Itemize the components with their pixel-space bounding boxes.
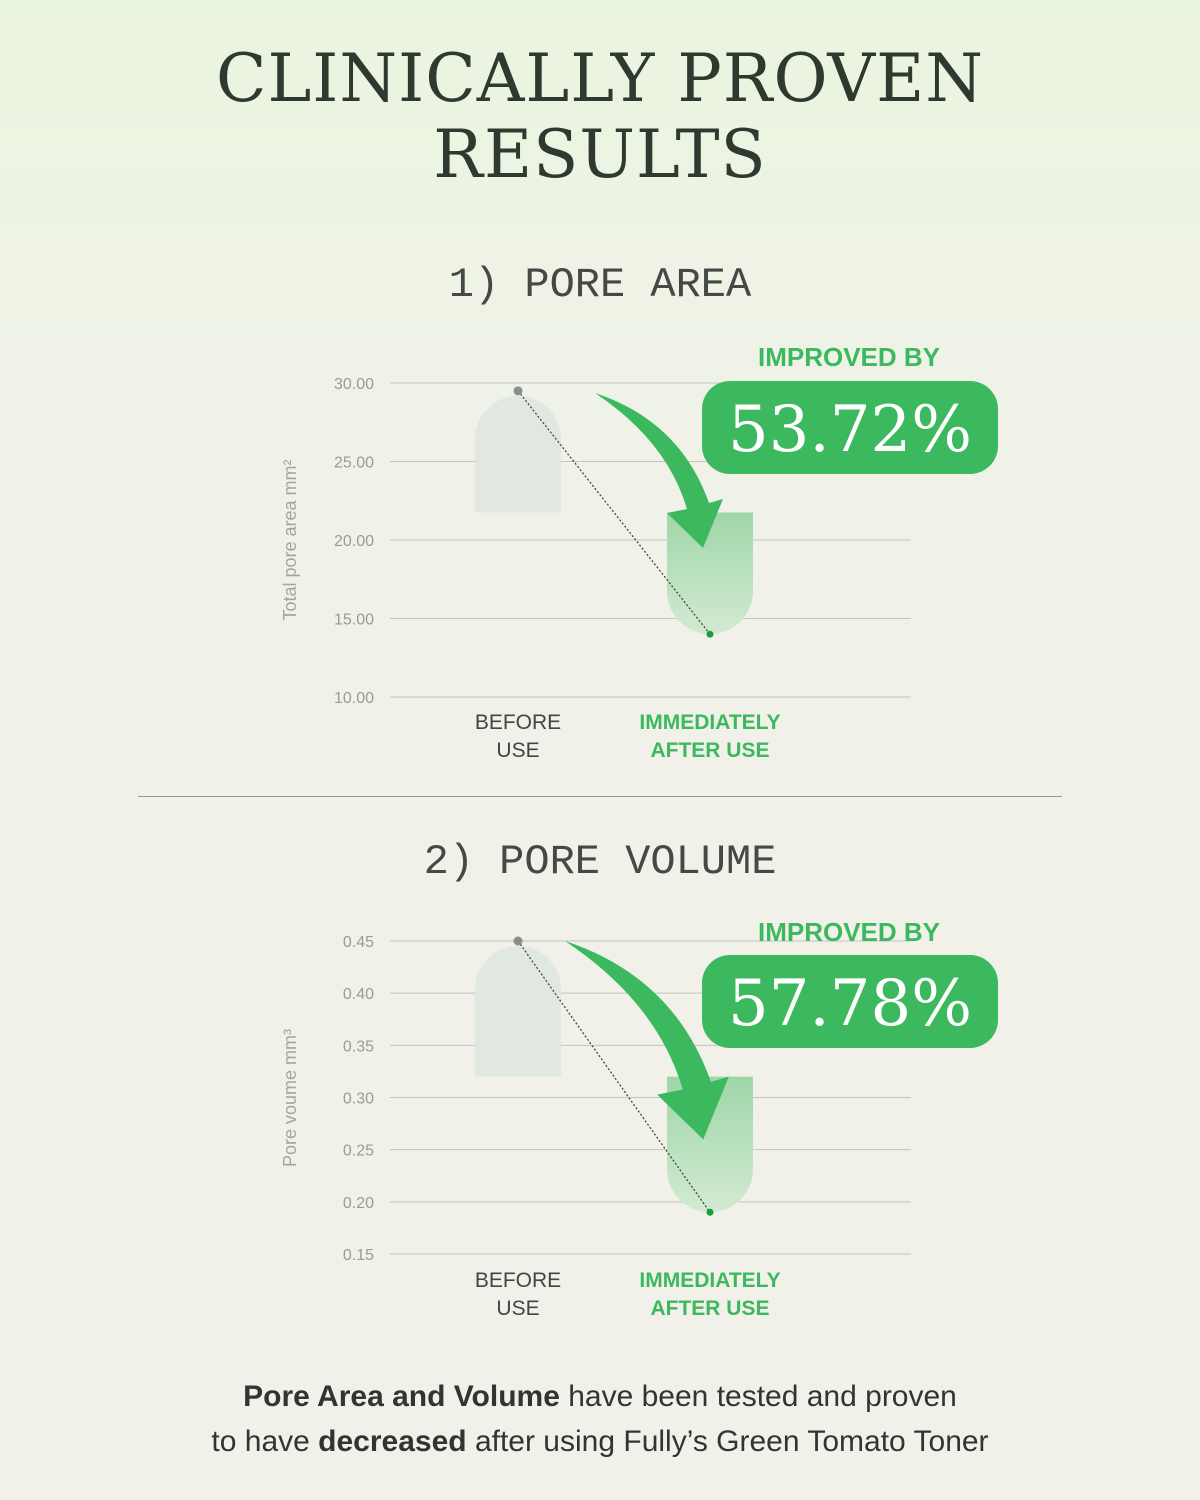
- y-tick-label: 0.35: [343, 1038, 374, 1055]
- improved-by-label: IMPROVED BY: [758, 917, 940, 947]
- point-after: [706, 630, 714, 638]
- y-tick-label: 0.15: [343, 1247, 374, 1264]
- point-before: [513, 936, 523, 946]
- footer-text-1: have been tested and proven: [559, 1380, 957, 1413]
- y-tick-label: 0.45: [343, 934, 374, 951]
- improvement-badge: [702, 381, 998, 474]
- footer-bold-2: decreased: [318, 1425, 467, 1458]
- footer-text-2a: to have: [211, 1425, 319, 1458]
- arrow-shape: [565, 941, 729, 1140]
- category-label: IMMEDIATELY: [639, 1269, 780, 1292]
- category-label: USE: [496, 1297, 539, 1320]
- point-before: [513, 386, 523, 396]
- page-title-line1: CLINICALLY PROVEN: [215, 40, 984, 117]
- y-tick-label: 10.00: [334, 690, 374, 707]
- category-label: BEFORE: [475, 1269, 561, 1292]
- curved-arrow-icon: [595, 393, 723, 548]
- y-tick-label: 0.30: [343, 1091, 374, 1108]
- category-label: IMMEDIATELY: [639, 711, 780, 734]
- bar-before: [475, 395, 561, 513]
- y-tick-label: 30.00: [334, 376, 374, 393]
- y-tick-label: 0.25: [343, 1143, 374, 1160]
- bar-before: [475, 946, 561, 1077]
- improvement-value: 53.72%: [728, 393, 972, 467]
- footer-text-2b: after using Fully’s Green Tomato Toner: [466, 1425, 989, 1458]
- y-tick-label: 15.00: [334, 612, 374, 629]
- improvement-value: 57.78%: [728, 967, 972, 1041]
- bar-after: [667, 512, 753, 635]
- footer-text: Pore Area and Volume have been tested an…: [0, 1374, 1200, 1464]
- arrow-shape: [595, 393, 723, 548]
- connector-line: [517, 940, 711, 1213]
- section-divider: [138, 796, 1062, 797]
- point-after: [706, 1208, 714, 1216]
- category-label: BEFORE: [475, 711, 561, 734]
- category-label: AFTER USE: [650, 1297, 769, 1320]
- y-tick-label: 20.00: [334, 533, 374, 550]
- page-title-line2: RESULTS: [433, 116, 767, 193]
- footer-bold-1: Pore Area and Volume: [243, 1380, 560, 1413]
- improved-by-label: IMPROVED BY: [758, 342, 940, 372]
- category-label: USE: [496, 739, 539, 762]
- y-tick-label: 0.20: [343, 1195, 374, 1212]
- curved-arrow-icon: [565, 941, 729, 1140]
- category-label: AFTER USE: [650, 739, 769, 762]
- y-axis-label: Pore voume mm³: [280, 1029, 300, 1167]
- chart2-title: 2) PORE VOLUME: [423, 838, 777, 886]
- improvement-badge: [702, 955, 998, 1048]
- y-tick-label: 0.40: [343, 986, 374, 1003]
- y-axis-label: Total pore area mm²: [280, 459, 300, 620]
- pore-area-chart: 30.00 25.00 20.00 15.00 10.00 Total pore area…: [280, 342, 998, 762]
- chart1-title: 1) PORE AREA: [448, 261, 752, 309]
- y-tick-label: 25.00: [334, 455, 374, 472]
